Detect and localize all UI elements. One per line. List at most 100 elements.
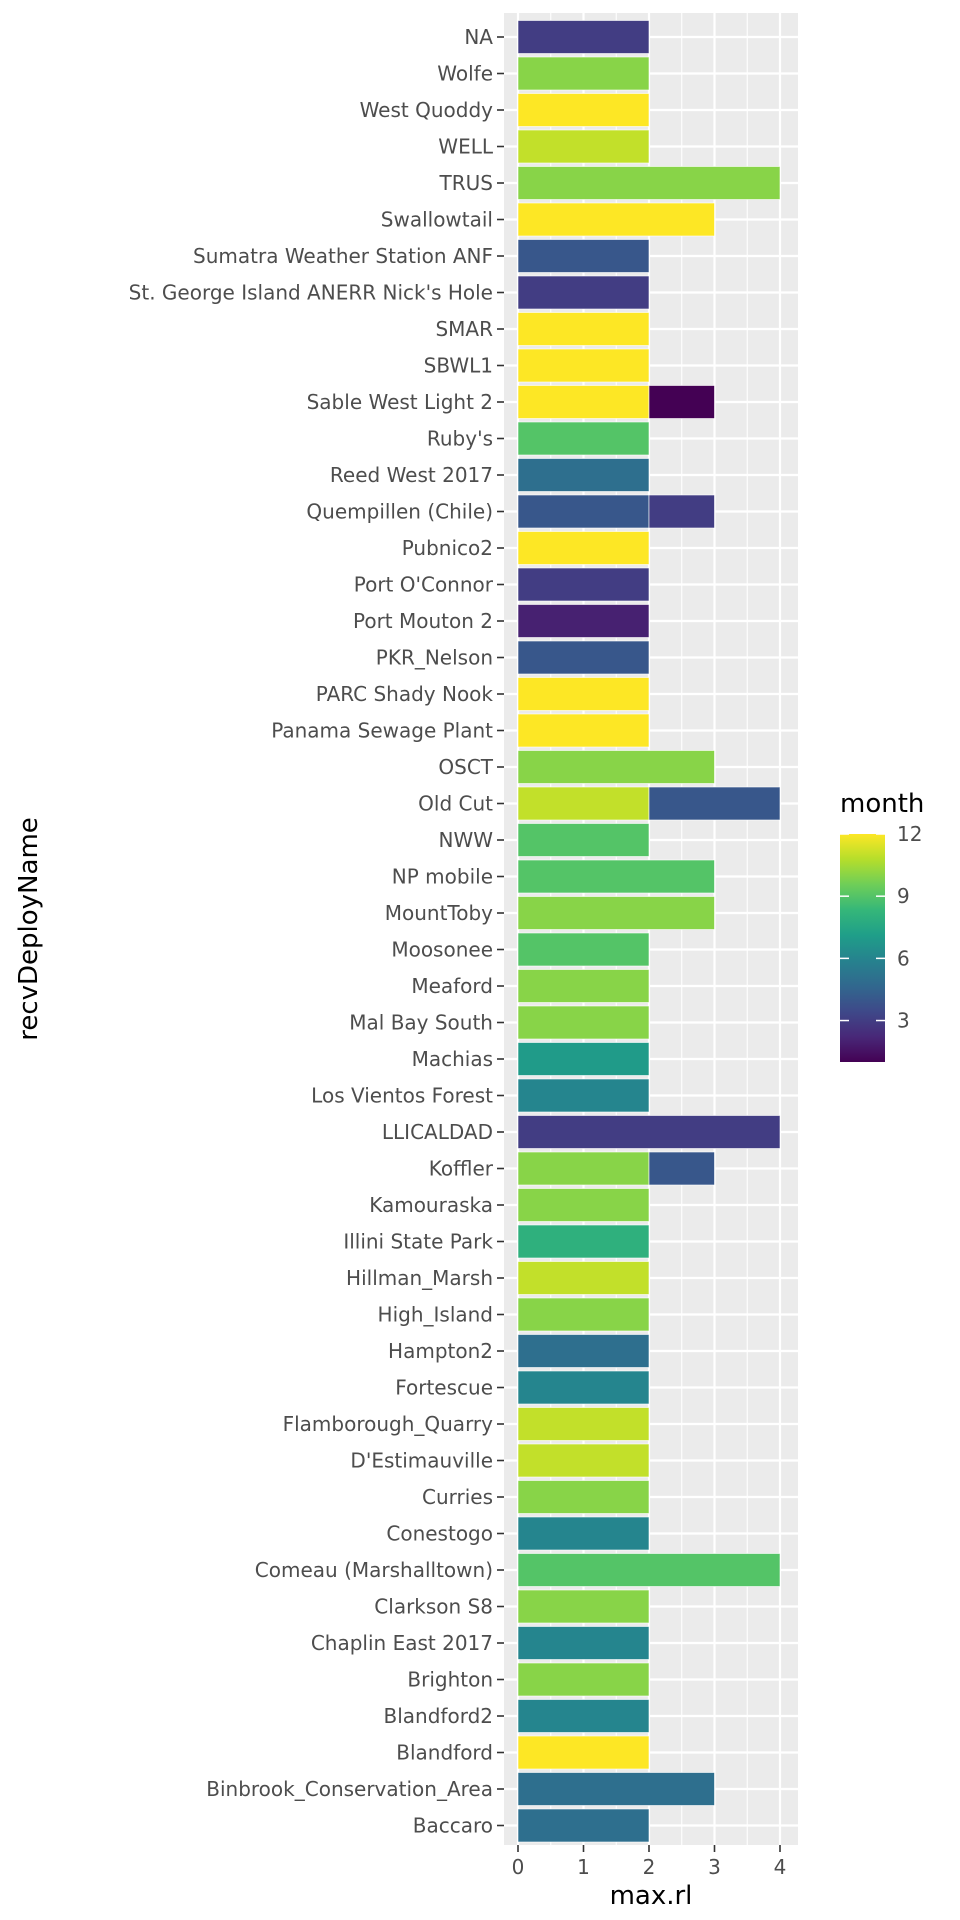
x-axis: 0 1 2 3 4 [512,1845,787,1879]
bar-segment [517,1516,650,1551]
x-tick-label: 4 [774,1855,787,1879]
bar-segment [517,1078,650,1113]
bar-segment [517,93,650,127]
y-tick-label: Pubnico2 [402,536,493,560]
bar-segment [517,1370,650,1405]
bar-segment [648,494,715,529]
y-tick-label: TRUS [439,171,493,195]
bar-segment [517,969,650,1003]
y-tick-label: SMAR [435,317,493,341]
legend-tick-label: 6 [897,946,910,970]
y-tick-label: Meaford [411,974,493,998]
bar-segment [517,713,650,748]
y-tick-label: Blandford [396,1741,493,1765]
y-tick-label: Conestogo [386,1522,493,1546]
bar-segment [517,421,650,456]
bar-segment [517,640,650,675]
bar-segment [517,348,650,383]
x-tick-label: 0 [512,1855,525,1879]
bar-segment [517,458,650,492]
bar-segment [648,1151,715,1186]
y-tick-label: Moosonee [391,938,493,962]
bar-segment [517,1261,650,1295]
y-tick-label: Ruby's [427,427,493,451]
bar-segment [517,1735,650,1770]
bar-segment [517,1808,650,1843]
bars [517,20,781,1843]
y-tick-label: West Quoddy [360,98,494,122]
y-tick-label: Sable West Light 2 [307,390,493,414]
bar-segment [517,786,650,821]
bar-segment [517,1626,650,1660]
bar-segment [517,20,650,54]
bar-segment [517,275,650,310]
bar-segment [517,1443,650,1478]
bar-segment [517,239,650,273]
y-tick-label: Binbrook_Conservation_Area [206,1777,493,1801]
bar-segment [517,1772,715,1806]
y-tick-label: WELL [438,135,494,159]
y-tick-label: St. George Island ANERR Nick's Hole [129,281,493,305]
y-tick-label: Baccaro [413,1814,493,1838]
bar-segment [517,567,650,602]
y-tick-label: Port O'Connor [354,573,494,597]
bar-segment [517,166,781,200]
legend: month 3 6 9 12 [840,789,924,1062]
y-tick-label: Kamouraska [369,1193,493,1217]
bar-segment [517,1042,650,1076]
x-axis-title: max.rl [610,1881,693,1911]
bar-segment [517,1589,650,1624]
bar-segment [517,1115,781,1149]
bar-segment [517,604,650,638]
y-tick-label: Panama Sewage Plant [271,719,493,743]
bar-segment [517,1224,650,1259]
y-tick-label: High_Island [378,1303,493,1327]
y-tick-label: Chaplin East 2017 [311,1631,493,1655]
y-tick-label: Koffler [429,1157,494,1181]
y-tick-label: PARC Shady Nook [316,682,494,706]
y-tick-label: Los Vientos Forest [311,1084,493,1108]
y-tick-label: OSCT [438,755,493,779]
bar-segment [517,1151,650,1186]
legend-title: month [840,789,924,819]
y-tick-label: Mal Bay South [349,1011,493,1035]
bar-segment [517,312,650,346]
y-tick-label: Machias [412,1047,493,1071]
y-tick-label: Blandford2 [384,1704,493,1728]
bar-segment [517,896,715,930]
x-tick-label: 1 [577,1855,590,1879]
y-tick-label: Swallowtail [381,208,493,232]
legend-tick-label: 9 [897,884,910,908]
y-tick-label: Wolfe [437,62,493,86]
bar-segment [517,1480,650,1514]
y-tick-label: Illini State Park [343,1230,493,1254]
bar-segment [517,1005,650,1040]
bar-segment [517,56,650,91]
y-tick-label: Sumatra Weather Station ANF [193,244,493,268]
bar-segment [648,786,781,821]
bar-segment [517,1553,781,1587]
y-tick-label: Brighton [407,1668,493,1692]
bar-segment [517,202,715,237]
y-tick-label: Port Mouton 2 [353,609,493,633]
legend-colorbar [840,834,885,1062]
y-tick-label: PKR_Nelson [376,646,493,670]
bar-segment [517,1662,650,1697]
bar-segment [517,859,715,894]
y-tick-label: SBWL1 [424,354,493,378]
bar-segment [517,677,650,711]
legend-tick-label: 3 [897,1009,910,1033]
y-tick-label: LLICALDAD [382,1120,493,1144]
bar-segment [517,932,650,967]
y-tick-label: Hillman_Marsh [346,1266,493,1290]
y-axis-title: recvDeployName [14,817,44,1041]
legend-tick-label: 12 [897,822,922,846]
y-tick-label: Clarkson S8 [374,1595,493,1619]
x-tick-label: 3 [708,1855,721,1879]
bar-segment [517,385,650,419]
y-tick-label: Curries [422,1485,493,1509]
bar-segment [517,1297,650,1332]
y-tick-label: MountToby [385,901,493,925]
